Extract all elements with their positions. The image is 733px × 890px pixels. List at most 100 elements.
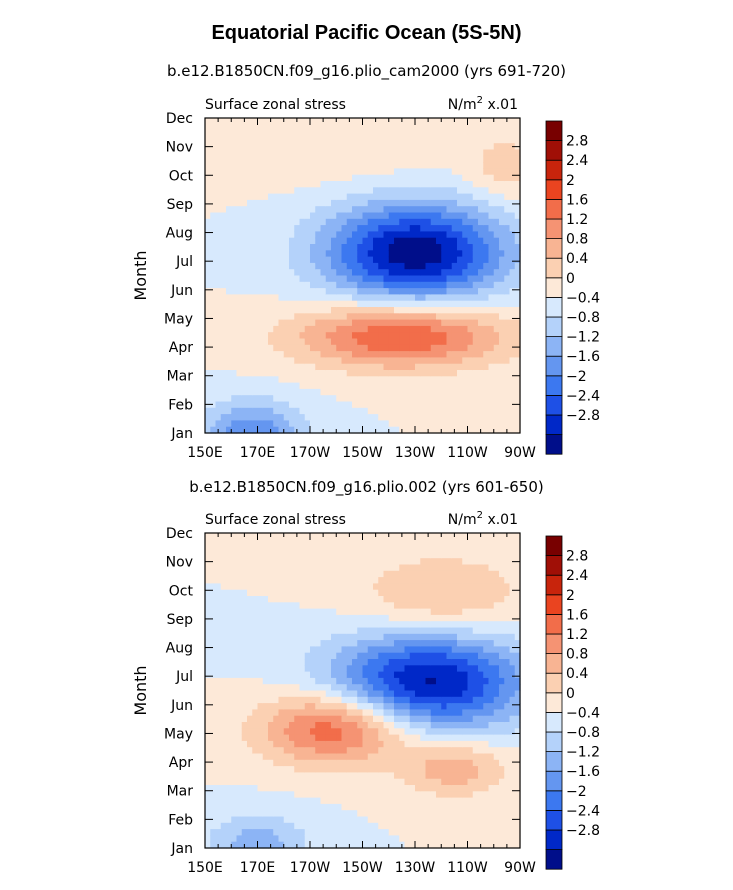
heatmap-cell bbox=[226, 558, 232, 566]
heatmap-cell bbox=[462, 130, 469, 138]
heatmap-cell bbox=[273, 382, 280, 390]
heatmap-cell bbox=[226, 162, 232, 169]
heatmap-cell bbox=[394, 118, 400, 125]
heatmap-cell bbox=[346, 168, 353, 176]
heatmap-cell bbox=[289, 130, 295, 138]
heatmap-cell bbox=[241, 627, 248, 635]
heatmap-cell bbox=[257, 426, 264, 434]
heatmap-cell bbox=[215, 659, 222, 666]
heatmap-cell bbox=[226, 539, 232, 547]
heatmap-cell bbox=[262, 696, 269, 704]
heatmap-cell bbox=[283, 703, 290, 710]
heatmap-cell bbox=[320, 262, 327, 270]
heatmap-cell bbox=[504, 420, 511, 428]
heatmap-cell bbox=[310, 608, 316, 616]
heatmap-cell bbox=[457, 288, 463, 295]
heatmap-cell bbox=[478, 231, 484, 239]
heatmap-cell bbox=[467, 168, 474, 176]
heatmap-cell bbox=[262, 225, 269, 232]
heatmap-cell bbox=[420, 231, 427, 239]
heatmap-cell bbox=[289, 772, 295, 780]
heatmap-cell bbox=[247, 791, 253, 799]
heatmap-cell bbox=[215, 319, 222, 327]
heatmap-cell bbox=[388, 841, 395, 849]
colorbar-label: −1.6 bbox=[566, 349, 600, 365]
heatmap-cell bbox=[467, 357, 474, 365]
heatmap-cell bbox=[268, 570, 274, 578]
heatmap-cell bbox=[247, 753, 253, 761]
heatmap-cell bbox=[441, 244, 448, 251]
heatmap-cell bbox=[341, 545, 348, 553]
heatmap-cell bbox=[252, 136, 259, 144]
heatmap-cell bbox=[299, 677, 306, 685]
heatmap-cell bbox=[262, 414, 269, 421]
heatmap-cell bbox=[336, 407, 343, 415]
heatmap-cell bbox=[373, 759, 379, 767]
heatmap-cell bbox=[357, 640, 364, 647]
heatmap-cell bbox=[472, 143, 479, 151]
heatmap-cell bbox=[226, 300, 232, 308]
heatmap-cell bbox=[367, 596, 374, 603]
heatmap-cell bbox=[205, 797, 211, 805]
heatmap-cell bbox=[362, 602, 369, 610]
heatmap-cell bbox=[362, 338, 369, 346]
heatmap-cell bbox=[236, 174, 243, 182]
heatmap-cell bbox=[257, 677, 264, 685]
heatmap-cell bbox=[346, 589, 353, 597]
heatmap-cell bbox=[294, 835, 301, 843]
heatmap-cell bbox=[457, 275, 463, 283]
heatmap-panel-2: 150E 170E 170W 150W 130W 110W 90WJanFebMarAprM… bbox=[131, 510, 600, 876]
heatmap-cell bbox=[331, 281, 337, 289]
heatmap-cell bbox=[346, 181, 353, 188]
heatmap-cell bbox=[378, 382, 385, 390]
heatmap-cell bbox=[231, 740, 238, 748]
heatmap-cell bbox=[362, 370, 369, 377]
heatmap-cell bbox=[289, 118, 295, 125]
heatmap-cell bbox=[394, 168, 400, 176]
heatmap-cell bbox=[262, 722, 269, 729]
heatmap-cell bbox=[467, 407, 474, 415]
heatmap-cell bbox=[483, 382, 490, 390]
heatmap-cell bbox=[383, 325, 390, 333]
heatmap-cell bbox=[441, 118, 448, 125]
heatmap-cell bbox=[236, 558, 243, 566]
units-label: N/m2 x.01 bbox=[448, 95, 518, 113]
heatmap-cell bbox=[430, 155, 437, 163]
heatmap-cell bbox=[247, 577, 253, 584]
heatmap-cell bbox=[341, 583, 348, 591]
heatmap-cell bbox=[336, 262, 343, 270]
heatmap-cell bbox=[346, 313, 353, 321]
heatmap-cell bbox=[441, 426, 448, 434]
heatmap-cell bbox=[483, 199, 490, 207]
heatmap-cell bbox=[241, 332, 248, 340]
heatmap-cell bbox=[273, 778, 280, 786]
heatmap-cell bbox=[341, 357, 348, 365]
heatmap-cell bbox=[388, 728, 395, 736]
heatmap-cell bbox=[247, 778, 253, 786]
heatmap-cell bbox=[388, 218, 395, 226]
heatmap-cell bbox=[294, 357, 301, 365]
heatmap-cell bbox=[299, 281, 306, 289]
heatmap-cell bbox=[205, 319, 211, 327]
heatmap-cell bbox=[378, 294, 385, 302]
heatmap-cell bbox=[357, 533, 364, 540]
heatmap-cell bbox=[420, 294, 427, 302]
heatmap-cell bbox=[278, 143, 285, 151]
heatmap-cell bbox=[215, 382, 222, 390]
heatmap-cell bbox=[352, 558, 358, 566]
heatmap-cell bbox=[304, 589, 311, 597]
heatmap-cell bbox=[215, 539, 222, 547]
heatmap-cell bbox=[430, 382, 437, 390]
heatmap-cell bbox=[283, 275, 290, 283]
heatmap-cell bbox=[483, 338, 490, 346]
heatmap-cell bbox=[388, 250, 395, 258]
heatmap-cell bbox=[493, 395, 500, 403]
heatmap-cell bbox=[394, 206, 400, 214]
heatmap-cell bbox=[210, 570, 217, 578]
heatmap-cell bbox=[226, 401, 232, 409]
heatmap-cell bbox=[409, 363, 416, 371]
heatmap-cell bbox=[268, 766, 274, 773]
heatmap-cell bbox=[346, 734, 353, 742]
heatmap-cell bbox=[247, 785, 253, 792]
heatmap-cell bbox=[252, 633, 259, 641]
